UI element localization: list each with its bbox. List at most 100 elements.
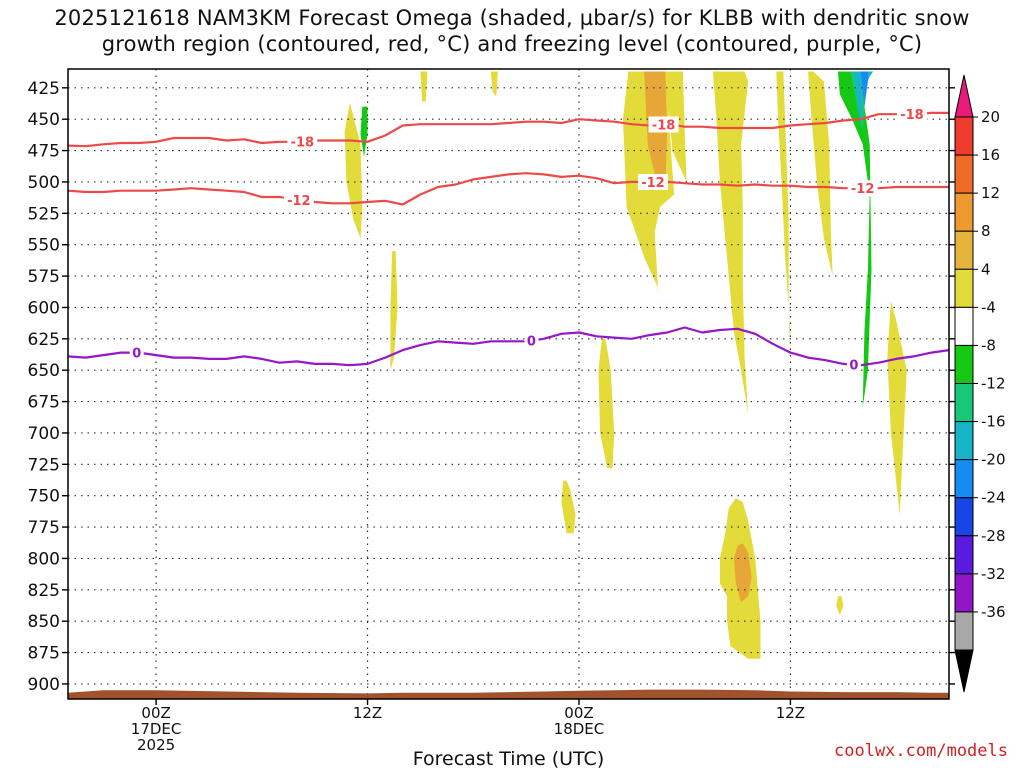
colorbar-box-0 — [954, 116, 974, 156]
y-tick-label-900: 900 — [28, 675, 60, 695]
colorbar-box-9 — [954, 459, 974, 499]
y-tick-label-550: 550 — [28, 236, 60, 256]
colorbar-bottom-arrow — [954, 649, 974, 693]
colorbar-box-7 — [954, 383, 974, 423]
x-tick-label-6-2: 2025 — [137, 736, 175, 754]
colorbar-box-12 — [954, 573, 974, 613]
omega-shading — [344, 71, 907, 659]
omega-region-16 — [561, 480, 576, 534]
contour-label-bg-0-2 — [896, 106, 927, 123]
y-tick-label-650: 650 — [28, 361, 60, 381]
colorbar-label-12: -32 — [981, 565, 1006, 583]
colorbar-label-4: 4 — [981, 260, 991, 278]
colorbar-box-4 — [954, 268, 974, 308]
colorbar-label-5: -4 — [981, 298, 996, 316]
colorbar-box-11 — [954, 535, 974, 575]
colorbar-label-1: 16 — [981, 146, 1000, 164]
colorbar-label-7: -12 — [981, 375, 1006, 393]
source-credit: coolwx.com/models — [834, 741, 1008, 761]
x-tick-label-6-1: 17DEC — [131, 720, 182, 738]
y-tick-label-825: 825 — [28, 581, 60, 601]
contour-label-1-2: -12 — [851, 182, 875, 197]
colorbar-label-2: 12 — [981, 184, 1000, 202]
omega-region-0 — [344, 102, 363, 239]
omega-region-13 — [860, 71, 868, 107]
contour-label-2-0: 0 — [132, 347, 141, 362]
contour-label-1-0: -12 — [287, 194, 311, 209]
omega-region-2 — [420, 71, 428, 102]
colorbar-box-2 — [954, 192, 974, 232]
colorbar: 20 16 12 8 4 -4 -8 -12 -16 -20 -24 -28 -32 -36 — [954, 74, 1006, 693]
y-axis: 425 450 475 500 525 550 575 600 625 650 675 700 725 7… — [28, 79, 955, 695]
contour-label-bg-2-1 — [524, 332, 539, 349]
colorbar-box-10 — [954, 497, 974, 537]
colorbar-label-11: -28 — [981, 527, 1006, 545]
colorbar-label-9: -20 — [981, 451, 1006, 469]
contour-label-1-1: -12 — [641, 176, 665, 191]
y-tick-label-625: 625 — [28, 330, 60, 350]
y-tick-label-475: 475 — [28, 142, 60, 162]
contour-label-bg-2-0 — [129, 344, 144, 361]
y-tick-label-450: 450 — [28, 110, 60, 130]
y-tick-label-850: 850 — [28, 612, 60, 632]
contour-label-bg-0-1 — [648, 116, 679, 133]
contour-label-2-1: 0 — [527, 335, 536, 350]
y-tick-label-425: 425 — [28, 79, 60, 99]
y-tick-label-525: 525 — [28, 204, 60, 224]
ground-terrain — [68, 689, 949, 699]
ground-fill — [68, 689, 949, 699]
x-tick-label-6-0: 00Z — [141, 704, 170, 722]
y-tick-label-600: 600 — [28, 298, 60, 318]
colorbar-box-5 — [954, 306, 974, 346]
y-tick-label-750: 750 — [28, 487, 60, 507]
contour-label-2-2: 0 — [849, 359, 858, 374]
y-tick-label-575: 575 — [28, 267, 60, 287]
colorbar-box-3 — [954, 230, 974, 270]
chart-title-line-2: growth region (contoured, red, °C) and f… — [101, 32, 923, 56]
isotherm-contours: -18 -18 -18 -12 -12 -12 0 0 0 — [68, 106, 949, 374]
colorbar-box-6 — [954, 344, 974, 384]
plot-frame — [67, 68, 950, 700]
contour-line-1 — [68, 172, 949, 206]
contour-label-bg-1-1 — [637, 173, 668, 190]
y-tick-label-500: 500 — [28, 173, 60, 193]
contour-label-bg-1-2 — [847, 180, 878, 197]
x-tick-label-30-0: 00Z — [564, 704, 593, 722]
omega-region-8 — [776, 71, 791, 358]
contour-line-2 — [68, 326, 949, 367]
contour-line-0 — [68, 111, 949, 148]
y-tick-label-875: 875 — [28, 644, 60, 664]
contour-label-bg-0-0 — [287, 133, 318, 150]
y-tick-label-800: 800 — [28, 549, 60, 569]
colorbar-label-6: -8 — [981, 336, 996, 354]
contour-label-0-1: -18 — [652, 118, 676, 133]
gridlines — [68, 69, 949, 699]
y-tick-label-775: 775 — [28, 518, 60, 538]
omega-region-14 — [887, 301, 907, 515]
omega-region-15 — [598, 338, 615, 469]
colorbar-label-8: -16 — [981, 413, 1006, 431]
contour-label-0-2: -18 — [900, 108, 924, 123]
colorbar-top-arrow — [954, 74, 974, 118]
omega-region-19 — [836, 596, 844, 615]
omega-region-3 — [490, 71, 498, 97]
colorbar-label-13: -36 — [981, 603, 1006, 621]
colorbar-box-8 — [954, 421, 974, 461]
contour-label-bg-1-0 — [283, 191, 314, 208]
chart-title-line-1: 2025121618 NAM3KM Forecast Omega (shaded… — [54, 6, 970, 30]
omega-region-4 — [390, 251, 398, 371]
colorbar-label-3: 8 — [981, 222, 991, 240]
contour-label-0-0: -18 — [291, 135, 315, 150]
y-tick-label-700: 700 — [28, 424, 60, 444]
colorbar-label-0: 20 — [981, 108, 1000, 126]
x-tick-label-42-0: 12Z — [776, 704, 805, 722]
omega-region-12 — [853, 71, 875, 127]
colorbar-label-10: -24 — [981, 489, 1006, 507]
colorbar-box-1 — [954, 154, 974, 194]
omega-region-1 — [360, 106, 368, 157]
x-tick-label-30-1: 18DEC — [554, 720, 605, 738]
x-axis-title: Forecast Time (UTC) — [413, 748, 604, 768]
x-tick-label-18-0: 12Z — [353, 704, 382, 722]
